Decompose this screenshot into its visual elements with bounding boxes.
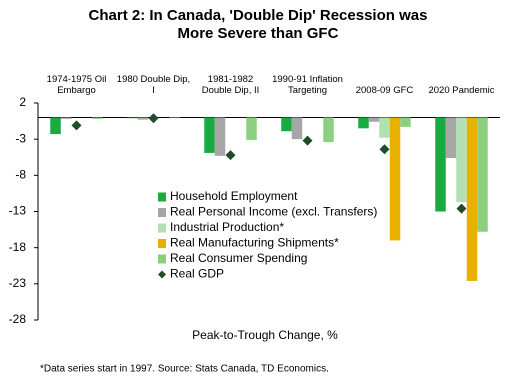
marker [456,203,467,214]
y-tick-label: -28 [9,312,27,326]
bar [127,117,138,119]
legend-label: Real Consumer Spending [170,251,307,265]
bar [60,117,72,119]
legend-label: Industrial Production* [170,220,284,234]
legend-swatch [158,208,166,217]
y-tick-label: -3 [15,131,26,145]
category-label: 2020 Pandemic [428,85,495,96]
bar [323,117,334,143]
category-label: 1990-91 Inflation Targeting [272,74,343,96]
bar [466,117,478,281]
bar [50,117,61,135]
footnote: *Data series start in 1997. Source: Stat… [40,364,329,375]
legend-swatch [158,239,166,248]
bar [400,117,411,127]
bar [368,117,380,122]
legend-swatch [158,192,166,202]
bar [358,117,369,129]
category-label: 1980 Double Dip, I [116,74,191,96]
legend-label: Real Manufacturing Shipments* [170,236,339,250]
y-tick-label: -18 [9,240,27,254]
bar [204,117,215,153]
legend-swatch [158,254,166,264]
bar [281,117,292,132]
bar [169,117,180,119]
bar [379,117,390,138]
bar [137,117,149,120]
bar [477,117,488,232]
bar [435,117,446,212]
chart-subtitle: More Severe than GFC [178,25,339,42]
category-label: 1974-1975 Oil Embargo [46,74,107,96]
bar [445,117,457,158]
bar [291,117,303,140]
marker [379,144,390,155]
marker [225,150,236,161]
bar [246,117,257,140]
bar [456,117,467,203]
y-tick-label: 2 [19,95,26,109]
legend-label: Real GDP [170,267,224,281]
x-axis-label: Peak-to-Trough Change, % [192,328,338,342]
legend-swatch [158,223,166,233]
legend-label: Real Personal Income (excl. Transfers) [170,205,377,219]
y-tick-label: -23 [9,276,27,290]
legend-marker [158,270,166,279]
bar [214,117,226,156]
bar [92,117,103,119]
y-tick-label: -13 [9,204,27,218]
y-tick-label: -8 [15,168,26,182]
marker [148,113,159,124]
marker [302,135,313,146]
category-label: 2008-09 GFC [355,85,414,96]
category-label: 1981-1982 Double Dip, II [201,74,260,96]
legend-label: Household Employment [170,189,298,203]
marker [71,120,82,131]
chart-title: Chart 2: In Canada, 'Double Dip' Recessi… [89,7,428,24]
bar [389,117,401,241]
